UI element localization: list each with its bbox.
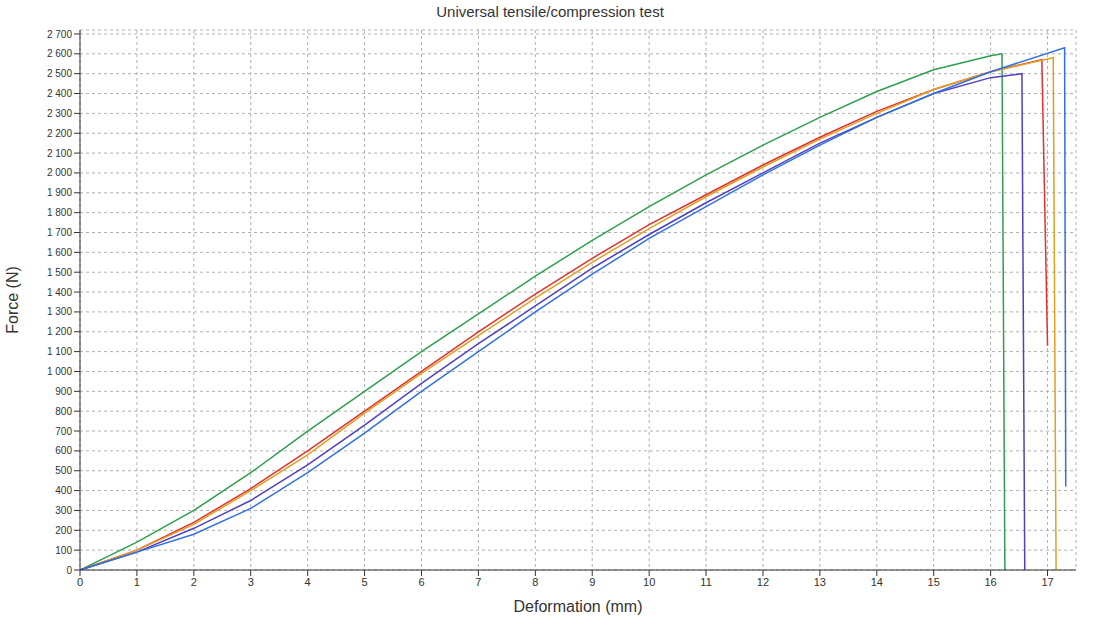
- svg-text:6: 6: [418, 576, 424, 588]
- svg-text:0: 0: [66, 565, 72, 576]
- svg-text:10: 10: [643, 576, 655, 588]
- svg-text:800: 800: [55, 406, 72, 417]
- svg-text:700: 700: [55, 426, 72, 437]
- svg-text:Force (N): Force (N): [4, 266, 21, 334]
- svg-text:400: 400: [55, 485, 72, 496]
- svg-text:2 500: 2 500: [47, 68, 72, 79]
- svg-text:1 200: 1 200: [47, 326, 72, 337]
- svg-text:2 200: 2 200: [47, 128, 72, 139]
- svg-text:2 100: 2 100: [47, 148, 72, 159]
- svg-text:3: 3: [248, 576, 254, 588]
- svg-text:1 600: 1 600: [47, 247, 72, 258]
- svg-text:2 000: 2 000: [47, 167, 72, 178]
- svg-text:1 400: 1 400: [47, 287, 72, 298]
- svg-text:9: 9: [589, 576, 595, 588]
- svg-text:100: 100: [55, 545, 72, 556]
- svg-text:16: 16: [985, 576, 997, 588]
- svg-text:1 800: 1 800: [47, 207, 72, 218]
- svg-text:1 000: 1 000: [47, 366, 72, 377]
- svg-text:2 600: 2 600: [47, 48, 72, 59]
- svg-text:Deformation (mm): Deformation (mm): [514, 598, 643, 615]
- svg-text:200: 200: [55, 525, 72, 536]
- svg-text:5: 5: [362, 576, 368, 588]
- svg-text:1 900: 1 900: [47, 187, 72, 198]
- svg-text:1 300: 1 300: [47, 306, 72, 317]
- svg-text:300: 300: [55, 505, 72, 516]
- svg-text:7: 7: [475, 576, 481, 588]
- svg-text:1 500: 1 500: [47, 267, 72, 278]
- svg-text:0: 0: [77, 576, 83, 588]
- svg-text:1: 1: [134, 576, 140, 588]
- svg-text:900: 900: [55, 386, 72, 397]
- svg-text:13: 13: [814, 576, 826, 588]
- svg-text:11: 11: [700, 576, 711, 588]
- svg-text:2: 2: [191, 576, 197, 588]
- svg-text:1 700: 1 700: [47, 227, 72, 238]
- svg-text:4: 4: [305, 576, 311, 588]
- svg-text:2 400: 2 400: [47, 88, 72, 99]
- svg-text:2 300: 2 300: [47, 108, 72, 119]
- svg-text:12: 12: [757, 576, 769, 588]
- svg-text:1 100: 1 100: [47, 346, 72, 357]
- svg-text:17: 17: [1041, 576, 1053, 588]
- html-text:Universal tensile/compression: Universal tensile/compression test: [436, 3, 664, 20]
- svg-text:15: 15: [928, 576, 940, 588]
- svg-text:14: 14: [871, 576, 883, 588]
- svg-text:500: 500: [55, 465, 72, 476]
- svg-text:2 700: 2 700: [47, 29, 72, 40]
- svg-text:600: 600: [55, 445, 72, 456]
- svg-text:8: 8: [532, 576, 538, 588]
